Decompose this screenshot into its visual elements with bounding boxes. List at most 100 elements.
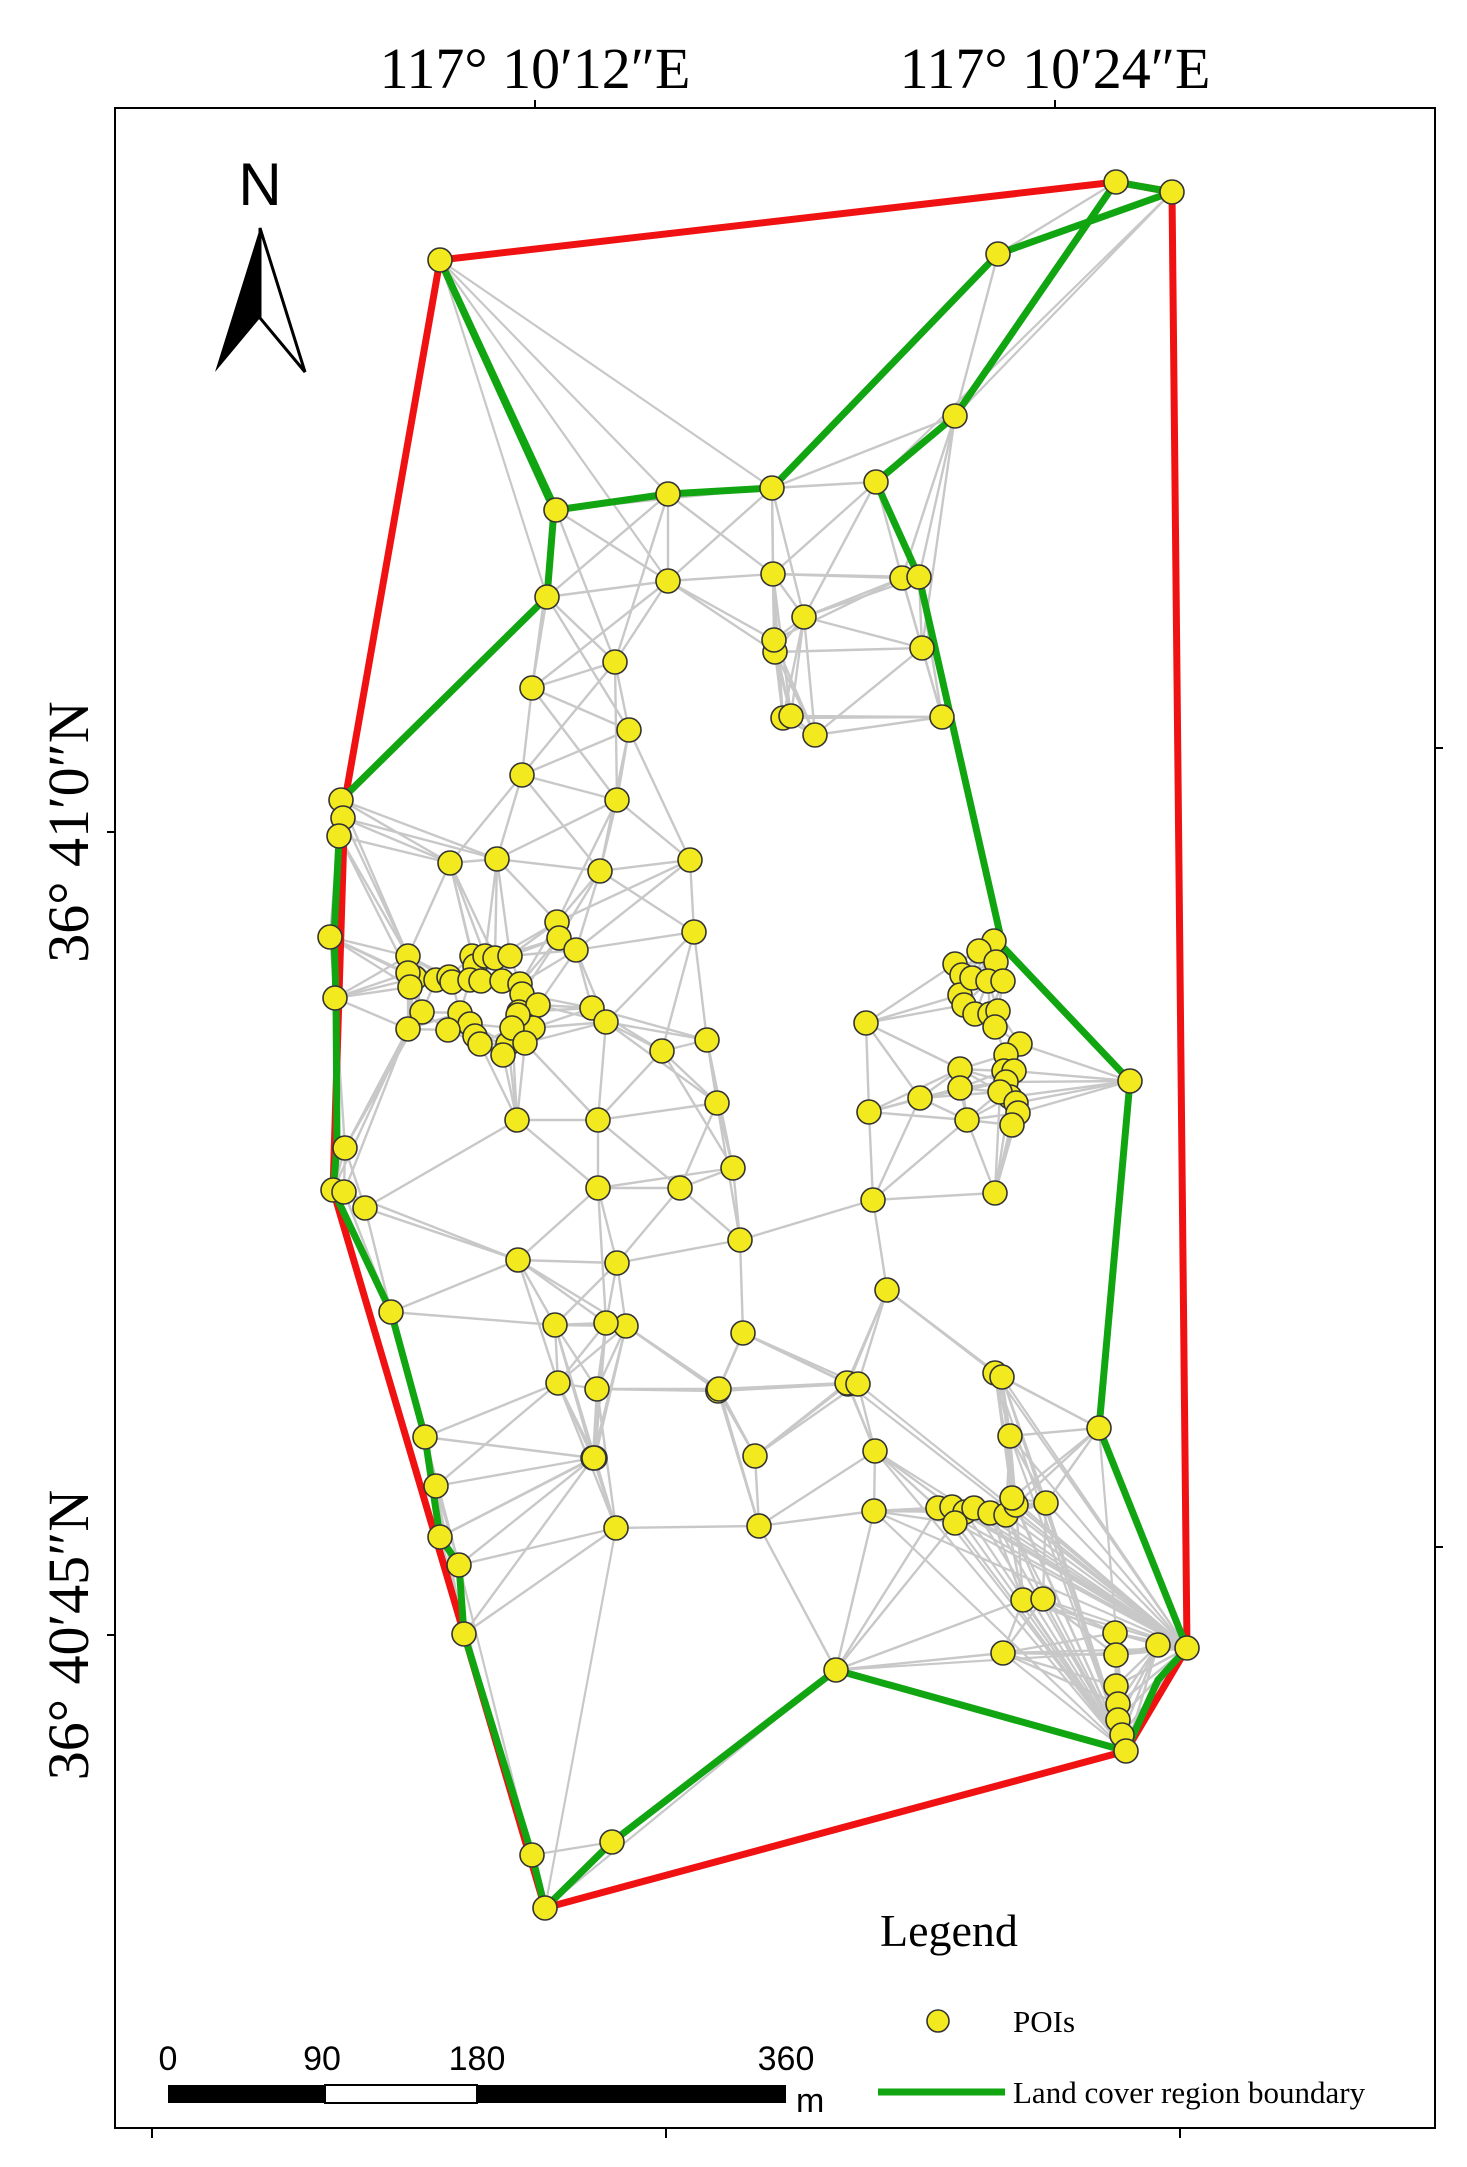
map-edge — [864, 962, 957, 1025]
poi-marker — [451, 1621, 477, 1647]
map-edge — [813, 646, 924, 737]
poi-marker — [412, 1424, 438, 1450]
map-edge — [553, 1323, 596, 1460]
poi-marker — [512, 1030, 538, 1056]
map-edge — [495, 773, 524, 861]
poi-marker — [604, 1250, 630, 1276]
poi-marker — [585, 1175, 611, 1201]
map-edge — [545, 579, 670, 599]
map-edge — [495, 798, 619, 861]
map-edge — [363, 1206, 393, 1314]
map-edge — [772, 576, 904, 642]
map-edge — [457, 1526, 618, 1567]
map-edge — [834, 1521, 957, 1672]
scale-unit: m — [796, 2082, 824, 2120]
map-edge — [423, 1381, 560, 1439]
left-coord-label-2: 36° 40′45″N — [36, 1490, 101, 1780]
map-edge — [598, 858, 692, 873]
scale-tick-90: 90 — [303, 2040, 341, 2078]
map-edge — [613, 579, 670, 664]
map-edge — [493, 857, 499, 960]
poi-marker — [467, 1031, 493, 1057]
poi-marker — [423, 1473, 449, 1499]
map-edge — [1004, 1513, 1128, 1753]
poi-marker — [862, 1438, 888, 1464]
map-edge — [515, 1118, 600, 1190]
map-edge — [530, 660, 617, 690]
poi-marker — [655, 481, 681, 507]
poi-marker — [759, 475, 785, 501]
map-edge — [996, 180, 1118, 256]
map-edge — [337, 834, 410, 958]
map-edge — [834, 1506, 940, 1672]
poi-marker — [593, 1310, 619, 1336]
map-edge — [554, 508, 670, 583]
poi-marker — [497, 943, 523, 969]
poi-marker — [999, 1112, 1025, 1138]
map-edge — [872, 478, 923, 581]
map-edge — [660, 930, 696, 1053]
map-edge — [613, 660, 619, 802]
poi-marker — [509, 762, 535, 788]
map-edge — [604, 1020, 709, 1042]
poi-marker — [694, 1027, 720, 1053]
map-edge — [596, 1049, 664, 1122]
map-edge — [871, 1118, 969, 1202]
poi-marker — [504, 1107, 530, 1133]
poi-marker — [563, 937, 589, 963]
map-edge — [773, 646, 924, 654]
map-edge — [999, 943, 1134, 1085]
map-edge — [457, 1456, 595, 1567]
map-edge — [520, 773, 619, 802]
map-edge — [438, 1456, 596, 1539]
map-edge — [530, 1840, 614, 1857]
map-edge — [864, 1021, 871, 1114]
map-edge — [613, 492, 670, 664]
map-edge — [872, 1509, 1189, 1650]
poi-marker — [909, 635, 935, 661]
map-edge — [541, 1838, 616, 1912]
map-edge — [554, 508, 617, 664]
map-edge — [994, 188, 1176, 258]
map-edge — [516, 1186, 600, 1262]
map-edge — [436, 178, 1120, 264]
map-edge — [627, 728, 692, 862]
map-edge — [342, 1027, 410, 1194]
map-frame — [114, 107, 1436, 2129]
map-edge — [753, 1382, 860, 1458]
poi-marker — [861, 1498, 887, 1524]
poi-marker — [742, 1443, 768, 1469]
poi-marker — [604, 787, 630, 813]
map-edge — [1004, 1513, 1189, 1650]
poi-marker — [730, 1320, 756, 1346]
map-edge — [333, 996, 410, 1031]
map-edge — [520, 728, 631, 777]
north-arrow-icon: N — [215, 151, 307, 373]
map-edge — [717, 1387, 761, 1528]
map-edge — [692, 930, 709, 1042]
map-edge — [478, 1042, 519, 1122]
map-edge — [717, 1381, 849, 1391]
poi-marker — [532, 1895, 558, 1921]
poi-marker — [543, 497, 569, 523]
map-edge — [555, 798, 619, 924]
map-edge — [915, 573, 1007, 951]
map-edge — [438, 258, 670, 583]
map-edge — [872, 1509, 957, 1525]
map-edge — [520, 660, 617, 777]
map-edge — [871, 1096, 922, 1202]
map-edge — [802, 615, 924, 650]
map-edge — [834, 1598, 1025, 1672]
poi-marker — [534, 584, 560, 610]
poi-marker — [1113, 1738, 1139, 1764]
map-edge — [615, 1186, 682, 1265]
poi-marker — [746, 1513, 772, 1539]
map-edge — [864, 993, 962, 1025]
poi-marker — [681, 919, 707, 945]
poi-marker — [863, 469, 889, 495]
map-edge — [596, 1020, 608, 1122]
map-edge — [604, 930, 696, 1024]
map-edge — [615, 1238, 742, 1265]
poi-marker — [929, 704, 955, 730]
map-edge — [363, 1206, 520, 1262]
